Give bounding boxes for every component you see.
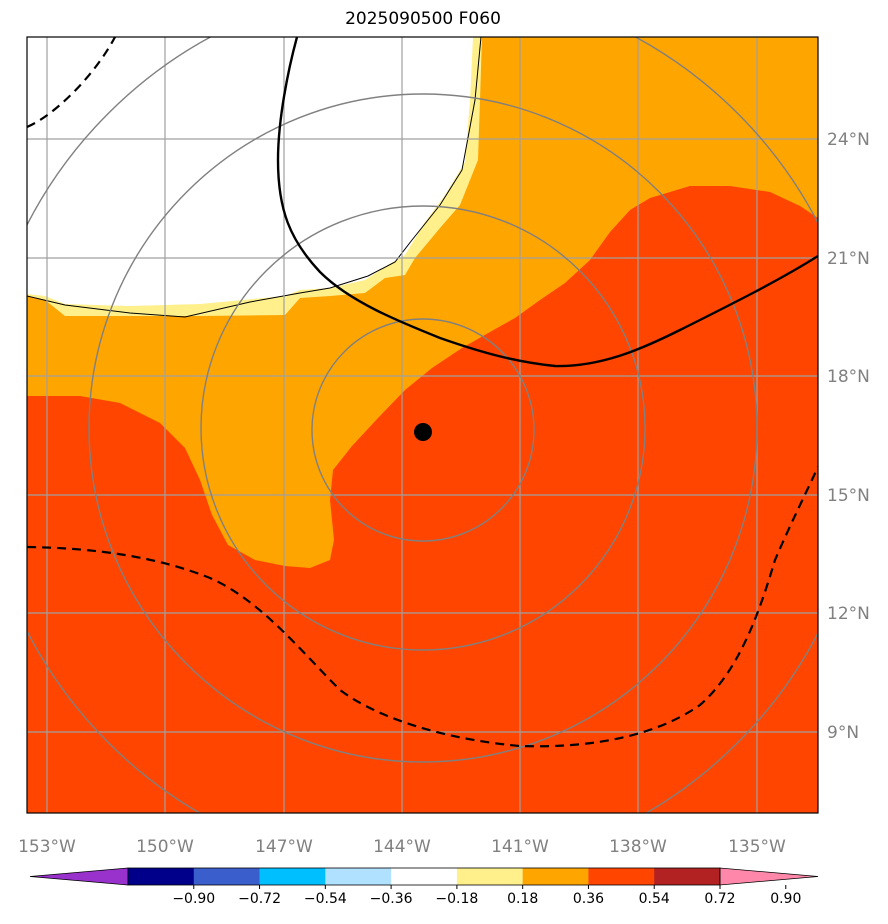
colorbar-swatch (522, 868, 589, 885)
colorbar-tick-label: 0.72 (704, 891, 735, 907)
lat-label: 24°N (827, 130, 870, 150)
lat-label: 15°N (827, 486, 870, 506)
colorbar-tick-label: 0.18 (507, 891, 538, 907)
range-ring-1 (311, 318, 535, 542)
map-frame (26, 36, 819, 814)
colorbar-swatch (259, 868, 326, 885)
colorbar-swatch (325, 868, 392, 885)
graticule (27, 37, 818, 813)
map-fill-layer (27, 37, 818, 813)
colorbar-swatch (391, 868, 458, 885)
map-title: 2025090500 F060 (345, 9, 501, 29)
lat-label: 9°N (827, 723, 859, 743)
dashed-contour-south (27, 466, 818, 748)
colorbar-tick-label: 0.54 (639, 891, 670, 907)
lon-label: 141°W (491, 837, 549, 857)
dashed-contours (27, 37, 818, 748)
range-ring-2 (200, 205, 646, 651)
lat-label: 12°N (827, 604, 870, 624)
colorbar-tick-label: −0.18 (435, 891, 478, 907)
colorbar-swatch (456, 868, 524, 885)
lon-label: 153°W (18, 837, 76, 857)
lon-label: 135°W (728, 837, 786, 857)
colorbar-extend-min (29, 867, 129, 886)
colorbar-tick-label: 0.36 (573, 891, 604, 907)
lat-axis: 24°N 21°N 18°N 15°N 12°N 9°N (827, 130, 870, 743)
lat-label: 18°N (827, 367, 870, 387)
lon-label: 138°W (609, 837, 667, 857)
colorbar-tick-label: 0.90 (770, 891, 801, 907)
colorbar-swatch (654, 868, 721, 885)
lon-label: 147°W (255, 837, 313, 857)
range-rings (27, 37, 818, 813)
range-ring-3 (88, 93, 758, 763)
lat-label: 21°N (827, 249, 870, 269)
lon-label: 150°W (136, 837, 194, 857)
colorbar-tick-label: −0.54 (304, 891, 347, 907)
lon-label: 144°W (373, 837, 431, 857)
thin-contour (27, 37, 482, 318)
colorbar-tick-label: −0.72 (238, 891, 281, 907)
storm-center-marker (414, 423, 432, 441)
fill-white (27, 37, 473, 306)
lon-axis: 153°W 150°W 147°W 144°W 141°W 138°W 135°… (18, 837, 786, 857)
solid-contour (276, 37, 818, 368)
colorbar-swatch (588, 868, 655, 885)
colorbar-tick-label: −0.36 (370, 891, 413, 907)
colorbar-swatch (193, 868, 261, 885)
colorbar: −0.90 −0.72 −0.54 −0.36 −0.18 0.18 0.36 0.54 0.7… (29, 867, 819, 907)
colorbar-frame (127, 867, 721, 886)
colorbar-tick-label: −0.90 (172, 891, 215, 907)
colorbar-swatch (128, 868, 195, 885)
colorbar-extend-max (719, 867, 819, 886)
dashed-contour-nw (27, 37, 116, 129)
